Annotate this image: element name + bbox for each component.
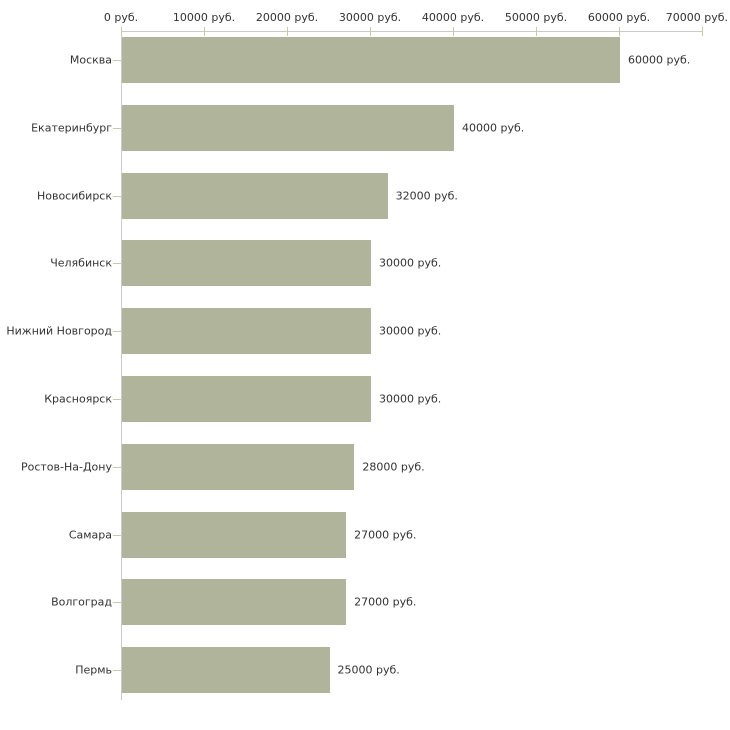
value-label: 60000 руб. — [628, 53, 691, 67]
category-tick — [113, 60, 121, 61]
category-label: Самара — [68, 528, 112, 542]
value-label: 32000 руб. — [395, 189, 458, 203]
category-label: Красноярск — [44, 392, 112, 406]
x-axis-tick — [287, 27, 288, 36]
category-label: Новосибирск — [36, 189, 112, 203]
category-label: Екатеринбург — [31, 121, 112, 135]
bar — [122, 172, 388, 219]
category-tick — [113, 331, 121, 332]
category-label: Нижний Новгород — [6, 324, 112, 338]
category-label: Волгоград — [51, 595, 112, 609]
x-axis-line — [121, 31, 703, 32]
category-label: Ростов-На-Дону — [20, 460, 112, 474]
value-label: 30000 руб. — [379, 392, 442, 406]
x-axis-tick-label: 40000 руб. — [421, 11, 485, 24]
category-label: Челябинск — [50, 256, 112, 270]
value-label: 25000 руб. — [337, 663, 400, 677]
category-tick — [113, 128, 121, 129]
category-tick — [113, 467, 121, 468]
x-axis-tick — [619, 27, 620, 36]
x-axis-tick-label: 30000 руб. — [338, 11, 402, 24]
bar — [122, 308, 371, 355]
x-axis-tick — [536, 27, 537, 36]
x-axis-tick-label: 0 руб. — [103, 11, 139, 24]
category-tick — [113, 263, 121, 264]
category-tick — [113, 399, 121, 400]
x-axis-tick — [121, 27, 122, 36]
category-tick — [113, 670, 121, 671]
bar — [122, 579, 347, 626]
y-axis-line — [121, 27, 122, 701]
x-axis-tick-label: 50000 руб. — [504, 11, 568, 24]
bar — [122, 37, 620, 83]
category-tick — [113, 535, 121, 536]
bar — [122, 511, 347, 558]
x-axis-tick — [204, 27, 205, 36]
category-label: Пермь — [75, 663, 112, 677]
value-label: 30000 руб. — [379, 324, 442, 338]
x-axis-tick — [702, 27, 703, 36]
value-label: 27000 руб. — [354, 595, 417, 609]
value-label: 27000 руб. — [354, 528, 417, 542]
x-axis-tick — [370, 27, 371, 36]
value-label: 40000 руб. — [462, 121, 525, 135]
bar — [122, 376, 371, 422]
value-label: 28000 руб. — [362, 460, 425, 474]
category-label: Москва — [69, 53, 112, 67]
bar — [122, 240, 371, 287]
x-axis-tick-label: 70000 руб. — [665, 11, 728, 24]
x-axis-tick-label: 20000 руб. — [255, 11, 319, 24]
value-label: 30000 руб. — [379, 256, 442, 270]
bar — [122, 443, 355, 490]
category-tick — [113, 196, 121, 197]
x-axis-tick-label: 10000 руб. — [172, 11, 236, 24]
x-axis-tick — [453, 27, 454, 36]
x-axis-tick-label: 60000 руб. — [587, 11, 651, 24]
bar — [122, 647, 330, 694]
bar — [122, 104, 454, 151]
category-tick — [113, 602, 121, 603]
